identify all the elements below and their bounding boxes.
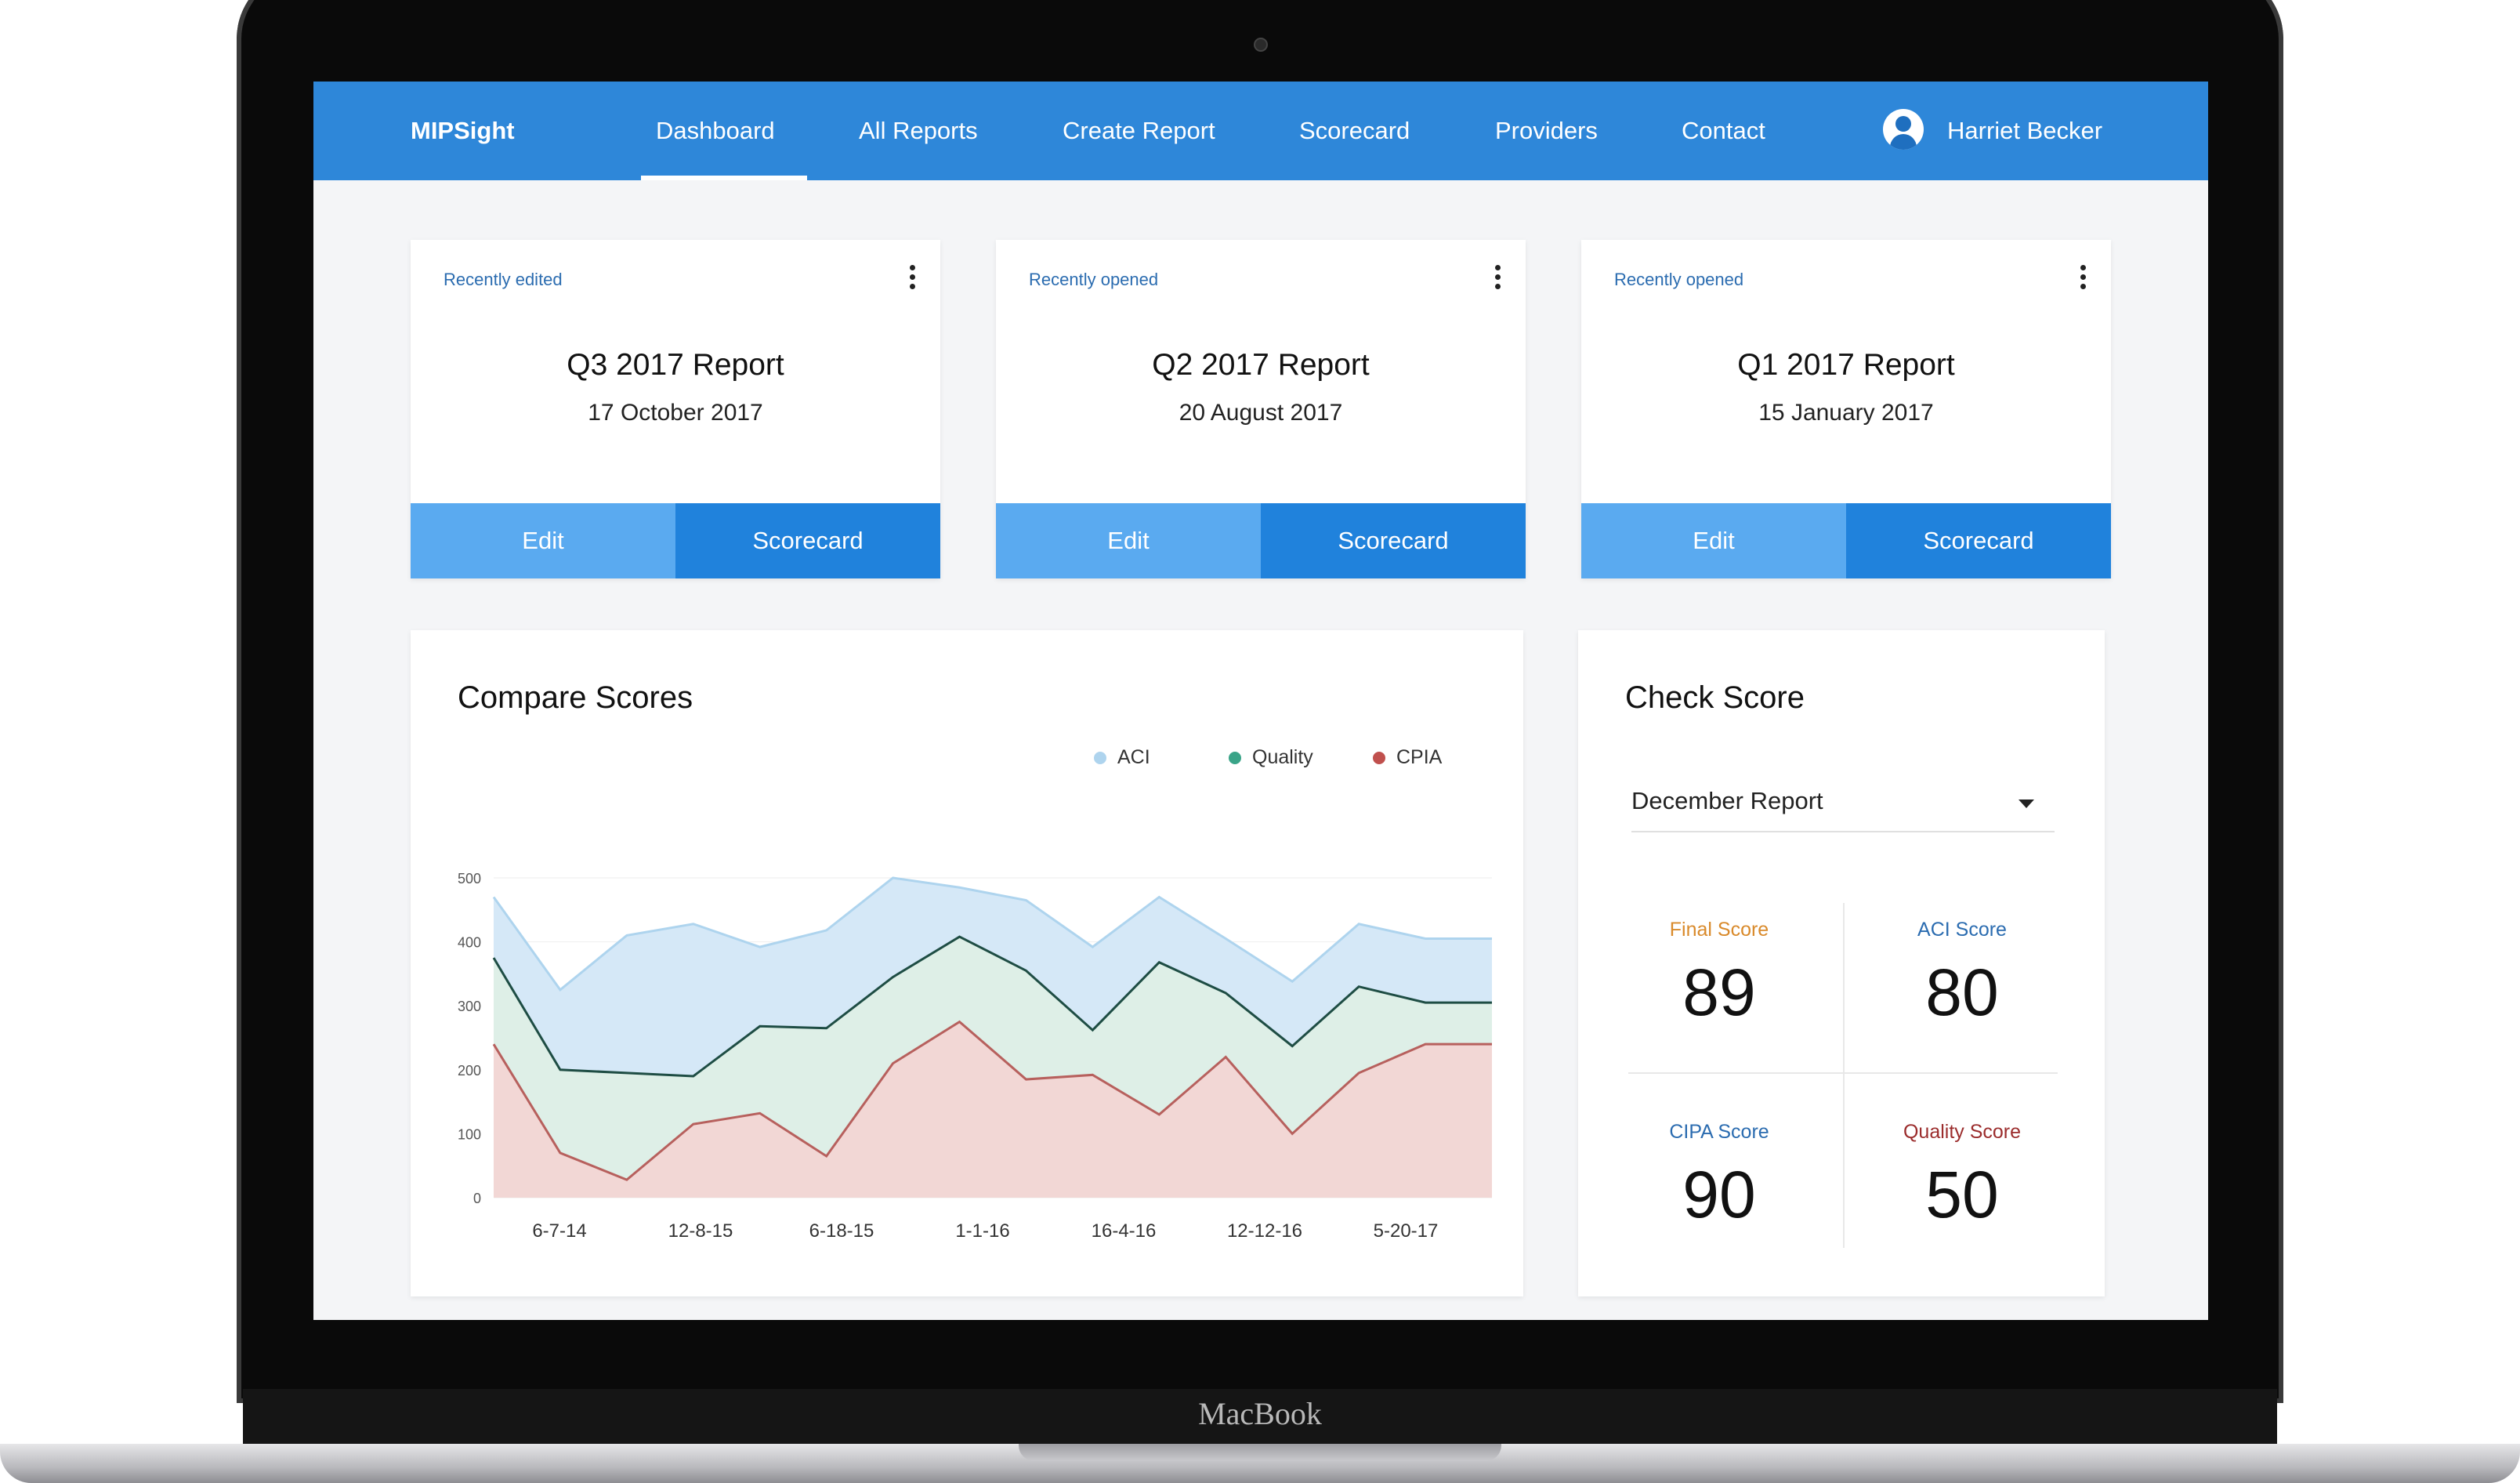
- more-vert-icon[interactable]: [909, 265, 917, 296]
- edit-button[interactable]: Edit: [1581, 503, 1846, 578]
- edit-button[interactable]: Edit: [411, 503, 675, 578]
- card-kicker: Recently opened: [1614, 270, 1744, 289]
- camera-icon: [1254, 38, 1268, 52]
- legend-item-cpia: CPIA: [1373, 746, 1442, 769]
- more-vert-icon[interactable]: [2080, 265, 2087, 296]
- final-score-label: Final Score: [1669, 919, 1769, 941]
- card-date: 20 August 2017: [1179, 400, 1343, 426]
- area-cpia: [494, 1021, 1492, 1198]
- nav-providers[interactable]: Providers: [1495, 117, 1598, 144]
- more-vert-icon[interactable]: [1494, 265, 1502, 296]
- compare-scores-panel: Compare Scores ACI Quality CPIA 500 400 30…: [411, 630, 1523, 1296]
- compare-scores-title: Compare Scores: [458, 680, 693, 715]
- nav-scorecard[interactable]: Scorecard: [1299, 117, 1410, 144]
- laptop-notch: [1019, 1444, 1501, 1461]
- check-score-panel: Check Score December Report Final Score …: [1578, 630, 2105, 1296]
- app-logo[interactable]: MIPSight: [411, 117, 515, 144]
- user-name[interactable]: Harriet Becker: [1947, 117, 2103, 144]
- aci-score-value: 80: [1925, 955, 1999, 1029]
- report-card-q3: Recently edited Q3 2017 Report 17 Octobe…: [411, 240, 940, 578]
- y-tick-label: 300: [458, 999, 481, 1014]
- quality-score-value: 50: [1925, 1158, 1999, 1231]
- avatar-body: [1890, 134, 1917, 150]
- brand-label: MacBook: [1198, 1396, 1322, 1431]
- bezel-bottom: [243, 1389, 2277, 1444]
- card-title: Q2 2017 Report: [1152, 348, 1370, 382]
- y-tick-label: 100: [458, 1126, 481, 1142]
- screen: MIPSight Dashboard All Reports Create Re…: [313, 82, 2208, 1320]
- legend-dot-cpia: [1373, 752, 1385, 765]
- cipa-score-label: CIPA Score: [1669, 1121, 1769, 1143]
- scorecard-button[interactable]: Scorecard: [1846, 503, 2111, 578]
- scorecard-button[interactable]: Scorecard: [675, 503, 940, 578]
- x-tick-label: 12-8-15: [668, 1220, 733, 1242]
- nav-create-report[interactable]: Create Report: [1063, 117, 1215, 144]
- card-date: 15 January 2017: [1758, 400, 1934, 426]
- card-title: Q3 2017 Report: [567, 348, 784, 382]
- user-avatar-icon[interactable]: [1883, 109, 1924, 150]
- card-title: Q1 2017 Report: [1737, 348, 1955, 382]
- final-score-value: 89: [1682, 955, 1756, 1029]
- legend-dot-quality: [1229, 752, 1241, 765]
- legend-label: ACI: [1117, 746, 1150, 768]
- y-tick-label: 500: [458, 871, 481, 887]
- card-kicker: Recently edited: [444, 270, 563, 289]
- legend-label: CPIA: [1396, 746, 1443, 768]
- edit-button[interactable]: Edit: [996, 503, 1261, 578]
- report-select-value: December Report: [1631, 787, 1823, 814]
- scorecard-button[interactable]: Scorecard: [1261, 503, 1526, 578]
- line-cpia: [492, 1020, 1492, 1181]
- report-card-q1: Recently opened Q1 2017 Report 15 Januar…: [1581, 240, 2111, 578]
- score-divider-vertical: [1843, 903, 1845, 1248]
- y-tick-label: 400: [458, 935, 481, 951]
- y-tick-label: 0: [473, 1191, 481, 1206]
- x-tick-label: 6-18-15: [809, 1220, 874, 1242]
- report-select[interactable]: December Report: [1631, 776, 2055, 832]
- avatar-head: [1895, 116, 1911, 132]
- aci-score-label: ACI Score: [1917, 919, 2007, 941]
- line-aci: [492, 876, 1492, 992]
- x-tick-label: 1-1-16: [955, 1220, 1009, 1242]
- report-card-q2: Recently opened Q2 2017 Report 20 August…: [996, 240, 1526, 578]
- line-quality: [492, 935, 1492, 1078]
- top-navbar: MIPSight Dashboard All Reports Create Re…: [313, 82, 2208, 180]
- score-divider-horizontal: [1628, 1072, 2058, 1074]
- check-score-title: Check Score: [1625, 680, 1805, 715]
- quality-score-label: Quality Score: [1903, 1121, 2022, 1143]
- nav-all-reports[interactable]: All Reports: [859, 117, 978, 144]
- x-tick-label: 12-12-16: [1227, 1220, 1302, 1242]
- legend-label: Quality: [1252, 746, 1313, 768]
- area-chart: 500 400 300 200 100 0 6-7-14 12-8-15 6-18-15 1-1-…: [458, 871, 1492, 1242]
- nav-contact[interactable]: Contact: [1682, 117, 1765, 144]
- x-tick-label: 6-7-14: [532, 1220, 586, 1242]
- y-tick-label: 200: [458, 1063, 481, 1079]
- active-tab-indicator: [641, 176, 807, 180]
- nav-dashboard[interactable]: Dashboard: [656, 117, 775, 144]
- legend-dot-aci: [1094, 752, 1106, 765]
- x-tick-label: 5-20-17: [1374, 1220, 1439, 1242]
- card-kicker: Recently opened: [1029, 270, 1159, 289]
- cipa-score-value: 90: [1682, 1158, 1756, 1231]
- legend-item-quality: Quality: [1229, 746, 1313, 769]
- legend-item-aci: ACI: [1094, 746, 1150, 769]
- dropdown-caret-icon: [2019, 800, 2034, 808]
- x-tick-label: 16-4-16: [1092, 1220, 1157, 1242]
- card-date: 17 October 2017: [588, 400, 763, 426]
